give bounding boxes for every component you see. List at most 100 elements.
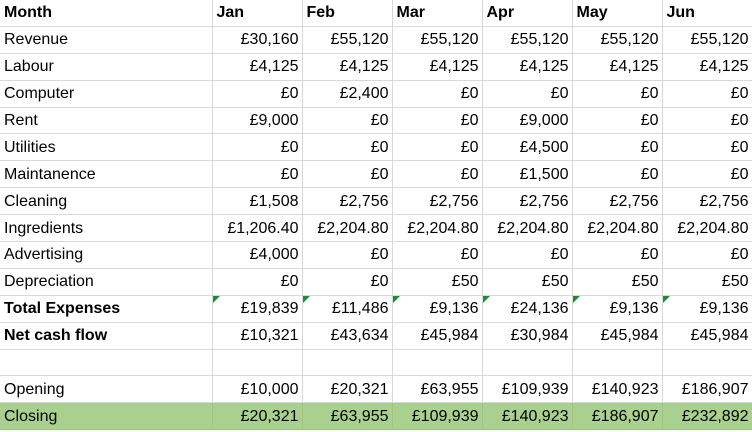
value-cell[interactable]: £43,634	[302, 322, 393, 350]
row-label-cell[interactable]: Ingredients	[0, 214, 213, 243]
value-cell[interactable]: £4,500	[482, 133, 573, 162]
value-cell[interactable]: £0	[392, 80, 483, 108]
value-cell[interactable]: £45,984	[662, 322, 752, 350]
value-cell[interactable]: £0	[662, 107, 752, 135]
value-cell[interactable]: £20,321	[212, 402, 303, 431]
value-cell[interactable]: £4,125	[392, 53, 483, 81]
row-label-cell[interactable]	[0, 349, 213, 377]
error-indicator-icon[interactable]	[212, 295, 220, 303]
value-cell[interactable]: £0	[392, 107, 483, 135]
value-cell[interactable]: £2,756	[662, 187, 752, 216]
error-indicator-icon[interactable]	[392, 295, 400, 303]
row-label-cell[interactable]: Utilities	[0, 133, 213, 162]
value-cell[interactable]: £2,204.80	[662, 214, 752, 243]
value-cell[interactable]: £24,136	[482, 295, 573, 323]
value-cell[interactable]: £20,321	[302, 375, 393, 404]
value-cell[interactable]: £0	[392, 160, 483, 189]
value-cell[interactable]: £109,939	[482, 375, 573, 404]
value-cell[interactable]: £186,907	[572, 402, 663, 431]
value-cell[interactable]: £30,984	[482, 322, 573, 350]
value-cell[interactable]: £50	[392, 268, 483, 296]
value-cell[interactable]	[482, 349, 573, 377]
value-cell[interactable]: £30,160	[212, 26, 303, 54]
value-cell[interactable]: £0	[662, 133, 752, 162]
value-cell[interactable]: £0	[662, 160, 752, 189]
value-cell[interactable]: £55,120	[392, 26, 483, 54]
header-cell-feb[interactable]: Feb	[302, 0, 393, 27]
row-label-cell[interactable]: Opening	[0, 375, 213, 404]
value-cell[interactable]: £2,756	[392, 187, 483, 216]
value-cell[interactable]: £2,204.80	[392, 214, 483, 243]
value-cell[interactable]: £11,486	[302, 295, 393, 323]
row-label-cell[interactable]: Revenue	[0, 26, 213, 54]
value-cell[interactable]	[302, 349, 393, 377]
value-cell[interactable]: £45,984	[572, 322, 663, 350]
value-cell[interactable]: £2,204.80	[302, 214, 393, 243]
value-cell[interactable]: £9,000	[482, 107, 573, 135]
value-cell[interactable]: £55,120	[572, 26, 663, 54]
value-cell[interactable]: £50	[662, 268, 752, 296]
value-cell[interactable]: £4,000	[212, 241, 303, 269]
value-cell[interactable]: £2,204.80	[482, 214, 573, 243]
row-label-cell[interactable]: Advertising	[0, 241, 213, 269]
value-cell[interactable]: £0	[212, 160, 303, 189]
value-cell[interactable]: £0	[302, 107, 393, 135]
value-cell[interactable]: £109,939	[392, 402, 483, 431]
value-cell[interactable]: £55,120	[482, 26, 573, 54]
value-cell[interactable]: £4,125	[482, 53, 573, 81]
value-cell[interactable]: £0	[572, 241, 663, 269]
row-label-cell[interactable]: Total Expenses	[0, 295, 213, 323]
value-cell[interactable]: £0	[572, 107, 663, 135]
value-cell[interactable]	[212, 349, 303, 377]
row-label-cell[interactable]: Depreciation	[0, 268, 213, 296]
value-cell[interactable]: £1,500	[482, 160, 573, 189]
value-cell[interactable]: £0	[302, 160, 393, 189]
value-cell[interactable]: £232,892	[662, 402, 752, 431]
value-cell[interactable]: £2,756	[482, 187, 573, 216]
value-cell[interactable]: £55,120	[302, 26, 393, 54]
error-indicator-icon[interactable]	[572, 295, 580, 303]
value-cell[interactable]: £140,923	[572, 375, 663, 404]
value-cell[interactable]: £2,204.80	[572, 214, 663, 243]
value-cell[interactable]: £9,136	[572, 295, 663, 323]
value-cell[interactable]: £4,125	[572, 53, 663, 81]
row-label-cell[interactable]: Rent	[0, 107, 213, 135]
value-cell[interactable]: £0	[662, 80, 752, 108]
header-cell-jan[interactable]: Jan	[212, 0, 303, 27]
value-cell[interactable]: £9,136	[662, 295, 752, 323]
header-cell-may[interactable]: May	[572, 0, 663, 27]
header-cell-jun[interactable]: Jun	[662, 0, 752, 27]
value-cell[interactable]: £4,125	[662, 53, 752, 81]
row-label-cell[interactable]: Maintanence	[0, 160, 213, 189]
error-indicator-icon[interactable]	[662, 295, 670, 303]
value-cell[interactable]: £45,984	[392, 322, 483, 350]
value-cell[interactable]: £0	[212, 133, 303, 162]
value-cell[interactable]: £0	[392, 133, 483, 162]
value-cell[interactable]: £0	[482, 241, 573, 269]
value-cell[interactable]: £0	[572, 133, 663, 162]
value-cell[interactable]	[662, 349, 752, 377]
value-cell[interactable]: £9,136	[392, 295, 483, 323]
value-cell[interactable]: £10,321	[212, 322, 303, 350]
value-cell[interactable]: £4,125	[212, 53, 303, 81]
value-cell[interactable]: £2,756	[302, 187, 393, 216]
row-label-cell[interactable]: Computer	[0, 80, 213, 108]
value-cell[interactable]: £55,120	[662, 26, 752, 54]
value-cell[interactable]	[572, 349, 663, 377]
value-cell[interactable]: £2,400	[302, 80, 393, 108]
value-cell[interactable]: £2,756	[572, 187, 663, 216]
header-cell-apr[interactable]: Apr	[482, 0, 573, 27]
value-cell[interactable]: £0	[482, 80, 573, 108]
error-indicator-icon[interactable]	[482, 295, 490, 303]
value-cell[interactable]: £1,206.40	[212, 214, 303, 243]
value-cell[interactable]: £0	[212, 268, 303, 296]
value-cell[interactable]: £0	[302, 133, 393, 162]
row-label-cell[interactable]: Closing	[0, 402, 213, 431]
value-cell[interactable]: £63,955	[392, 375, 483, 404]
row-label-cell[interactable]: Labour	[0, 53, 213, 81]
value-cell[interactable]: £50	[482, 268, 573, 296]
value-cell[interactable]: £9,000	[212, 107, 303, 135]
value-cell[interactable]: £0	[572, 80, 663, 108]
header-cell-mar[interactable]: Mar	[392, 0, 483, 27]
value-cell[interactable]: £0	[662, 241, 752, 269]
